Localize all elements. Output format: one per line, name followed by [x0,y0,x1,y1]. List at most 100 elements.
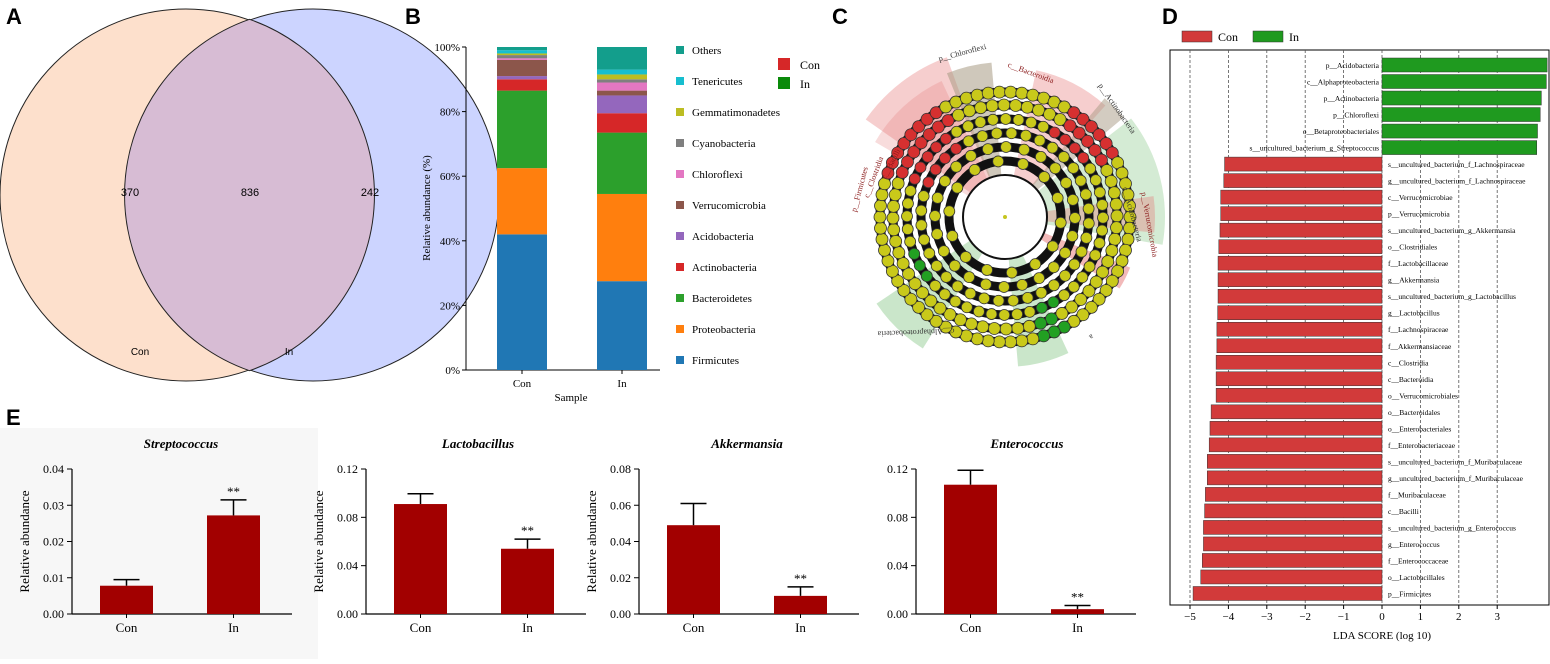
lda-bar [1218,239,1383,254]
lda-bar-label: f__Enterobacteriaceae [1388,441,1456,450]
x-tick-label: Con [410,620,432,635]
clado-node [1005,127,1018,140]
clado-node [940,132,952,145]
y-tick-label: 0.12 [337,462,358,476]
bar-segment [597,113,647,133]
clado-node [1022,319,1036,333]
clado-node [1067,314,1081,328]
clado-node [930,260,943,272]
bar-segment [497,55,547,59]
clado-node [1053,113,1067,126]
lda-bar-label: o__Lactobacillales [1388,573,1445,582]
clado-node [1005,266,1018,279]
clado-node [1067,162,1080,174]
clado-node [896,257,910,270]
clado-node [1074,174,1087,187]
chart-title: Enterococcus [990,436,1064,451]
clado-node [1084,300,1098,314]
clado-node [1015,334,1029,348]
clado-node [1047,261,1060,274]
clado-node [930,141,943,154]
clado-node [1109,197,1123,211]
clado-node [915,219,928,232]
legend-label: In [1289,30,1299,44]
clado-node [1057,151,1070,163]
clado-node [1051,192,1064,204]
venn-diagram: 370 836 242 Con In [0,8,500,382]
bar-segment [497,90,547,169]
clado-node [1055,307,1069,320]
y-tick-label: 60% [440,171,460,183]
lda-bar-label: f__Enterococcaceae [1388,556,1449,565]
legend-label: Bacteroidetes [692,293,752,305]
legend-swatch [1252,30,1284,43]
clado-node [985,308,998,320]
x-tick-label: In [617,378,627,390]
bar-segment [597,79,647,83]
clado-node [902,197,914,210]
clado-node [1079,188,1092,201]
clado-node [964,317,978,331]
y-tick-label: 0.02 [610,571,631,585]
bar-segment [497,168,547,235]
lda-bar [1220,189,1383,205]
clado-node [951,280,964,293]
lda-bar-label: s__uncultured_bacterium_f_Muribaculaceae [1388,457,1523,466]
clado-node [1021,291,1034,304]
clado-node [1011,321,1025,335]
x-axis-label: LDA SCORE (log 10) [1333,630,1431,642]
clado-node [938,175,951,188]
clado-root [1003,215,1007,219]
clado-node [976,130,989,143]
clado-node [1048,279,1060,292]
x-tick-label: In [1072,620,1083,635]
clado-node [1035,286,1048,299]
bar-segment [497,53,547,56]
plot-frame [1169,49,1550,606]
y-tick-label: 0.08 [887,510,908,524]
clado-node [908,172,921,185]
clado-node [1060,176,1073,189]
y-tick-label: 0% [445,365,460,377]
clado-node [962,120,975,133]
y-tick-label: 0.01 [43,571,64,585]
clado-node [941,114,955,127]
venn-count-con: 370 [121,187,139,199]
venn-count-shared: 836 [241,187,259,199]
legend-swatch [676,232,684,240]
clado-node [962,104,976,118]
clado-node [886,211,900,225]
clado-node [914,161,927,174]
significance-marker: ** [1071,590,1084,605]
lda-bar-label: f__Akkermansiaceae [1388,342,1452,351]
clado-node [948,259,961,272]
clado-node [920,270,933,282]
lda-bar-label: o__Enterobacteriales [1388,424,1451,433]
legend-label: Proteobacteria [692,324,756,336]
bar-segment [497,76,547,80]
clado-node [999,322,1013,336]
clado-node [929,314,943,328]
clado-node [1101,255,1115,268]
clado-node [929,279,942,292]
legend-label: Tenericutes [692,76,743,88]
clado-node [915,204,928,217]
clado-node [1068,258,1081,271]
bar [207,515,260,614]
lda-bar-label: s__uncultured_bacterium_f_Lachnospiracea… [1388,160,1525,169]
clado-node [968,163,981,176]
y-tick-label: 40% [440,236,460,248]
clado-node [1093,186,1106,199]
legend-swatch [778,58,790,70]
legend-label: Firmicutes [692,355,739,367]
bar-segment [597,69,647,75]
clado-node [951,181,964,194]
bar [100,585,153,614]
clado-node [1066,193,1079,206]
clado-node [931,228,944,241]
clado-node [1049,162,1062,175]
clado-node [1110,221,1123,235]
clado-node [1074,293,1088,306]
clado-node [1096,224,1108,237]
